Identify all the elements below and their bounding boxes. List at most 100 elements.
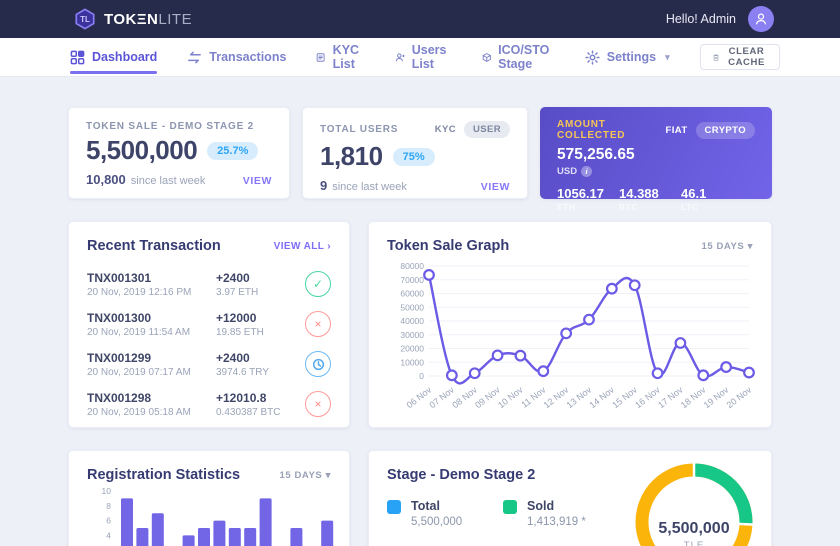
transaction-row[interactable]: TNX001300 20 Nov, 2019 11:54 AM +12000 19.… [87,304,331,344]
donut-svg [635,461,755,546]
token-sale-card: TOKEN SALE - DEMO STAGE 2 5,500,000 25.7… [68,107,290,199]
svg-text:09 Nov: 09 Nov [473,384,502,410]
crypto-btc: 14.388 BTC [619,186,681,212]
donut-center-label: 5,500,000 TLE [631,459,757,546]
tx-status-icon[interactable] [305,351,331,377]
svg-text:16 Nov: 16 Nov [633,384,662,410]
gear-icon [585,49,600,65]
tx-status-icon[interactable]: × [305,391,331,417]
nav-item-dashboard[interactable]: Dashboard [70,38,158,76]
cube-icon [482,52,491,62]
svg-text:14 Nov: 14 Nov [587,384,616,410]
delta-caption: since last week [130,175,206,187]
crypto-toggle[interactable]: CRYPTO [695,121,755,139]
nav-label: Settings [606,50,657,64]
legend-swatch [387,500,401,514]
tx-id: TNX001298 [87,390,152,405]
tx-date: 20 Nov, 2019 07:17 AM [87,366,191,378]
card-title: Token Sale Graph [387,238,510,254]
nav-item-settings[interactable]: Settings ▾ [585,38,670,76]
brand-main: TOKΞN [104,10,159,28]
nav-label: Users List [411,43,447,71]
crypto-unit: ETH [557,202,576,212]
card-label: AMOUNT COLLECTED [557,119,626,141]
tx-status-icon[interactable]: ✓ [305,271,331,297]
nav-item-transactions[interactable]: Transactions [187,38,286,76]
info-icon[interactable]: i [581,166,593,177]
nav-label: Transactions [209,50,287,64]
chevron-down-icon: ▾ [325,469,331,481]
stage-donut-chart: 5,500,000 TLE [631,459,757,546]
tx-amount: +2400 [216,350,250,365]
user-toggle[interactable]: USER [464,121,510,138]
kyc-toggle[interactable]: KYC [434,124,456,135]
svg-text:40000: 40000 [400,316,424,326]
tx-date: 20 Nov, 2019 05:18 AM [87,406,191,418]
crypto-eth: 1056.17 ETH [557,186,619,212]
svg-text:80000: 80000 [400,261,424,271]
transaction-row[interactable]: TNX001299 20 Nov, 2019 07:17 AM +2400 3974… [87,344,331,384]
transaction-row[interactable]: TNX001298 20 Nov, 2019 05:18 AM +12010.8 0… [87,384,331,424]
registration-statistics-card: Registration Statistics 15 DAYS ▾ 108642 [68,450,350,546]
svg-text:06 Nov: 06 Nov [405,384,434,410]
tx-equivalent: 3974.6 TRY [216,366,270,378]
kyc-list-icon [317,52,325,62]
stage-summary-card: Stage - Demo Stage 2 Total 5,500,000 Sol… [368,450,772,546]
crypto-unit: BTC [619,202,638,212]
range-dropdown[interactable]: 15 DAYS ▾ [279,469,331,481]
dashboard-content: TOKEN SALE - DEMO STAGE 2 5,500,000 25.7… [0,77,840,546]
clear-cache-button[interactable]: CLEAR CACHE [699,44,781,70]
svg-text:50000: 50000 [400,302,424,312]
brand-light: LITE [158,10,193,28]
amount-value: 575,256.65 [557,146,635,163]
svg-text:10000: 10000 [400,357,424,367]
view-link[interactable]: VIEW [242,175,272,187]
tx-status-icon[interactable]: × [305,311,331,337]
card-title: Recent Transaction [87,238,221,254]
brand-name: TOKΞNLITE [104,11,192,28]
view-all-link[interactable]: VIEW ALL › [273,240,331,252]
svg-text:8: 8 [106,501,111,511]
token-sale-graph-card: Token Sale Graph 15 DAYS ▾ 0 10000 20000 30… [368,221,772,428]
registration-bar-chart: 108642 [102,487,334,546]
tokenlite-logo-icon: TL [75,8,95,30]
view-link[interactable]: VIEW [480,181,510,193]
nav-label: Dashboard [92,50,158,64]
tx-date: 20 Nov, 2019 12:16 PM [87,286,192,298]
main-nav: Dashboard Transactions KYC List Users Li… [0,38,840,77]
crypto-value: 14.388 [619,186,659,201]
crypto-value: 1056.17 [557,186,604,201]
users-icon [395,52,405,61]
stage-legend: Total 5,500,000 Sold 1,413,919 * Sale % … [387,499,627,546]
app-logo: TL TOKΞNLITE [74,8,192,30]
nav-item-users-list[interactable]: Users List [395,38,452,76]
crypto-value: 46.1 [681,186,707,201]
svg-text:13 Nov: 13 Nov [565,384,594,410]
card-label: TOTAL USERS [320,124,399,135]
person-icon [755,13,767,25]
crypto-unit: LTC [681,202,699,212]
transactions-list: TNX001301 20 Nov, 2019 12:16 PM +2400 3.97… [69,254,349,424]
nav-item-kyc-list[interactable]: KYC List [316,38,364,76]
recent-transactions-card: Recent Transaction VIEW ALL › TNX001301 2… [68,221,350,428]
greeting-text: Hello! Admin [665,12,736,26]
token-sale-value: 5,500,000 [86,135,198,165]
total-users-value: 1,810 [320,141,383,171]
nav-label: KYC List [332,43,360,71]
user-avatar[interactable] [748,6,774,32]
delta-value: 9 [320,178,328,193]
svg-text:12 Nov: 12 Nov [542,384,571,410]
fiat-toggle[interactable]: FIAT [665,124,688,136]
delta-value: 10,800 [86,172,126,187]
tx-date: 20 Nov, 2019 11:54 AM [87,326,191,338]
clear-cache-label: CLEAR CACHE [728,46,765,68]
crypto-ltc: 46.1 LTC [681,186,743,212]
transaction-row[interactable]: TNX001301 20 Nov, 2019 12:16 PM +2400 3.97… [87,264,331,304]
svg-text:17 Nov: 17 Nov [656,384,685,410]
transactions-swap-icon [188,51,202,63]
range-dropdown[interactable]: 15 DAYS ▾ [701,240,753,252]
amount-collected-card: AMOUNT COLLECTED FIAT CRYPTO 575,256.65 … [540,107,772,212]
nav-item-ico-sto-stage[interactable]: ICO/STO Stage [482,38,555,76]
donut-total: 5,500,000 [658,519,730,537]
legend-value: 1,413,919 * [527,516,586,528]
